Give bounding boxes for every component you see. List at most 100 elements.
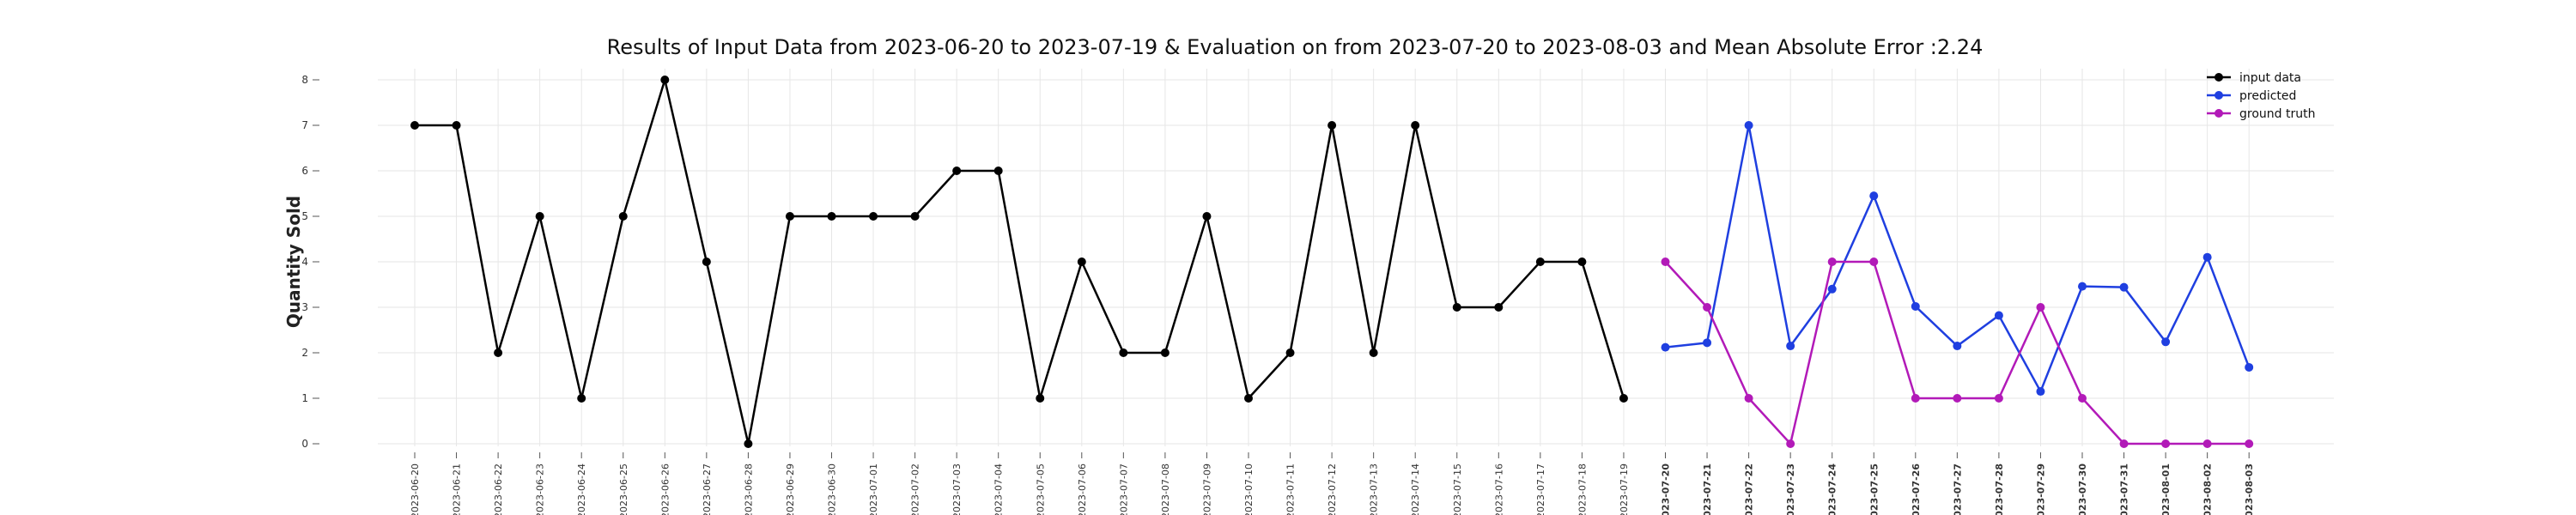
x-tick-label: 2023-06-30	[827, 464, 838, 515]
data-point	[1786, 439, 1795, 448]
y-tick-label: 6	[301, 165, 308, 177]
data-point	[1869, 258, 1879, 266]
data-point	[1036, 394, 1045, 403]
data-point	[1994, 394, 2003, 403]
data-point	[993, 167, 1003, 175]
data-point	[1535, 258, 1545, 266]
data-point	[827, 212, 836, 221]
x-tick-label: 2023-07-24	[1827, 464, 1838, 515]
x-tick-label: 2023-07-10	[1243, 464, 1255, 515]
grid	[378, 69, 2334, 446]
y-tick-label: 1	[301, 392, 308, 404]
x-tick-label: 2023-07-07	[1118, 464, 1129, 515]
y-tick-label: 4	[301, 256, 308, 268]
x-tick-label: 2023-07-08	[1160, 464, 1171, 515]
data-point	[1452, 303, 1461, 312]
data-point	[1619, 394, 1628, 403]
x-tick-label: 2023-06-26	[659, 464, 671, 515]
legend-marker	[2215, 109, 2223, 118]
legend-marker	[2215, 91, 2223, 100]
x-tick-label: 2023-07-04	[993, 464, 1005, 515]
x-tick-label: 2023-07-03	[951, 464, 963, 515]
x-tick-label: 2023-07-28	[1994, 464, 2005, 515]
y-tick-label: 3	[301, 301, 308, 313]
x-tick-label: 2023-07-13	[1369, 464, 1380, 515]
x-tick-label: 2023-06-20	[410, 464, 421, 515]
data-point	[2036, 303, 2045, 312]
x-tick-label: 2023-07-01	[868, 464, 879, 515]
data-point	[1703, 303, 1712, 312]
x-tick-label: 2023-06-29	[785, 464, 796, 515]
data-point	[2202, 252, 2212, 262]
y-ticks: 0 1 2 3 4 5 6 7 8	[301, 74, 319, 450]
x-tick-label: 2023-07-02	[910, 464, 921, 515]
x-tick-label: 2023-07-25	[1868, 464, 1880, 515]
x-tick-label: 2023-06-24	[576, 464, 587, 515]
data-point	[1327, 121, 1337, 130]
data-point	[1953, 394, 1962, 403]
x-tick-label: 2023-07-09	[1201, 464, 1212, 515]
data-point	[410, 121, 419, 130]
data-point	[1869, 191, 1879, 201]
y-axis-label: Quantity Sold	[283, 196, 304, 328]
legend-label: input data	[2239, 71, 2301, 85]
data-point	[1827, 258, 1837, 266]
x-tick-label: 2023-06-22	[493, 464, 504, 515]
data-point	[1827, 284, 1837, 294]
data-point	[1911, 301, 1920, 311]
x-tick-label: 2023-08-01	[2160, 464, 2172, 515]
data-point	[2119, 439, 2129, 448]
data-point	[2245, 362, 2254, 372]
data-point	[2245, 439, 2254, 448]
x-tick-label: 2023-07-21	[1702, 464, 1713, 515]
data-point	[744, 439, 753, 448]
data-point	[577, 394, 586, 403]
data-point	[1786, 342, 1795, 351]
legend: input data predicted ground truth	[2207, 71, 2315, 121]
x-tick-label: 2023-07-30	[2077, 464, 2088, 515]
data-point	[1577, 258, 1587, 266]
x-tick-label: 2023-07-23	[1785, 464, 1796, 515]
data-point	[2078, 394, 2087, 403]
y-tick-label: 2	[301, 347, 308, 359]
legend-entry: ground truth	[2207, 107, 2315, 121]
data-point	[535, 212, 544, 221]
data-point	[1661, 258, 1670, 266]
x-tick-label: 2023-08-02	[2202, 464, 2214, 515]
data-point	[1411, 121, 1420, 130]
data-point	[869, 212, 878, 221]
x-tick-label: 2023-07-05	[1035, 464, 1046, 515]
series-1	[1661, 121, 2254, 397]
x-tick-label: 2023-07-12	[1327, 464, 1338, 515]
x-tick-label: 2023-06-23	[535, 464, 546, 515]
data-point	[1494, 303, 1504, 312]
x-tick-label: 2023-07-29	[2035, 464, 2046, 515]
x-tick-label: 2023-07-11	[1285, 464, 1297, 515]
data-point	[952, 167, 962, 175]
data-point	[2078, 282, 2087, 291]
data-point	[2161, 337, 2171, 347]
data-point	[1077, 258, 1086, 266]
legend-entry: predicted	[2207, 89, 2296, 103]
data-point	[452, 121, 461, 130]
series-line	[415, 78, 1625, 445]
data-point	[1369, 348, 1378, 357]
y-tick-label: 5	[301, 210, 308, 222]
x-tick-label: 2023-07-22	[1744, 464, 1755, 515]
data-point	[1202, 212, 1212, 221]
legend-label: predicted	[2239, 89, 2296, 103]
data-point	[1160, 348, 1170, 357]
x-ticks: 2023-06-20 2023-06-21 2023-06-22 2023-06-23…	[410, 452, 2255, 515]
x-tick-label: 2023-06-21	[452, 464, 463, 515]
data-point	[2036, 387, 2045, 397]
series-2	[1661, 258, 2254, 448]
chart-title: Results of Input Data from 2023-06-20 to…	[607, 35, 1984, 59]
data-point	[702, 258, 711, 266]
x-tick-label: 2023-07-18	[1577, 464, 1588, 515]
x-tick-label: 2023-07-31	[2119, 464, 2130, 515]
x-tick-label: 2023-06-28	[743, 464, 754, 515]
data-point	[1953, 342, 1962, 351]
data-point	[1703, 338, 1712, 348]
x-tick-label: 2023-07-17	[1535, 464, 1546, 515]
x-tick-label: 2023-07-06	[1077, 464, 1088, 515]
